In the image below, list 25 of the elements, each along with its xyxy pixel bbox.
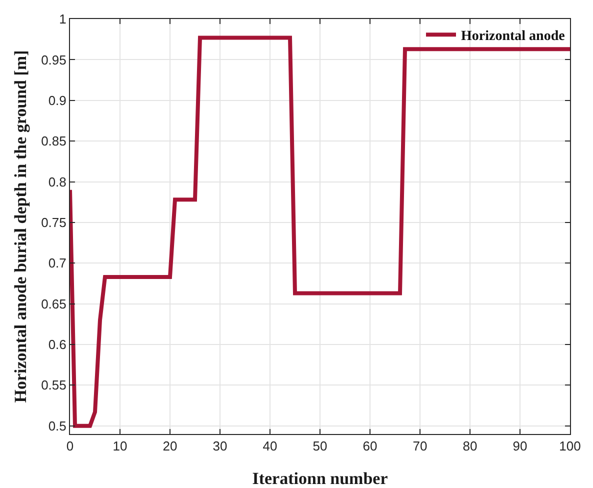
x-tick-label: 60 bbox=[362, 438, 378, 454]
y-tick-label: 0.65 bbox=[41, 296, 66, 312]
x-axis-title: Iterationn number bbox=[252, 469, 388, 488]
y-tick-label: 0.75 bbox=[41, 214, 66, 230]
x-tick-label: 100 bbox=[559, 438, 581, 454]
y-axis-title: Horizontal anode burial depth in the ground [m] bbox=[11, 50, 30, 403]
y-tick-label: 0.7 bbox=[48, 256, 66, 271]
legend-label: Horizontal anode bbox=[461, 29, 565, 44]
y-tick-label: 1 bbox=[59, 12, 66, 27]
y-tick-label: 0.8 bbox=[48, 174, 66, 190]
y-tick-label: 0.55 bbox=[41, 378, 66, 393]
x-tick-label: 40 bbox=[262, 438, 278, 454]
y-tick-label: 0.95 bbox=[41, 52, 66, 68]
y-tick-label: 0.9 bbox=[48, 92, 66, 108]
x-tick-label: 90 bbox=[512, 438, 528, 454]
y-tick-label: 0.5 bbox=[48, 418, 66, 434]
x-tick-label: 0 bbox=[66, 438, 74, 454]
y-tick-label: 0.6 bbox=[48, 337, 66, 352]
x-tick-label: 30 bbox=[212, 438, 228, 454]
x-tick-label: 10 bbox=[112, 438, 128, 454]
x-tick-label: 50 bbox=[312, 438, 328, 454]
x-tick-label: 80 bbox=[462, 438, 478, 454]
x-tick-label: 20 bbox=[162, 438, 178, 454]
y-tick-label: 0.85 bbox=[41, 134, 66, 149]
x-tick-label: 70 bbox=[412, 438, 428, 454]
